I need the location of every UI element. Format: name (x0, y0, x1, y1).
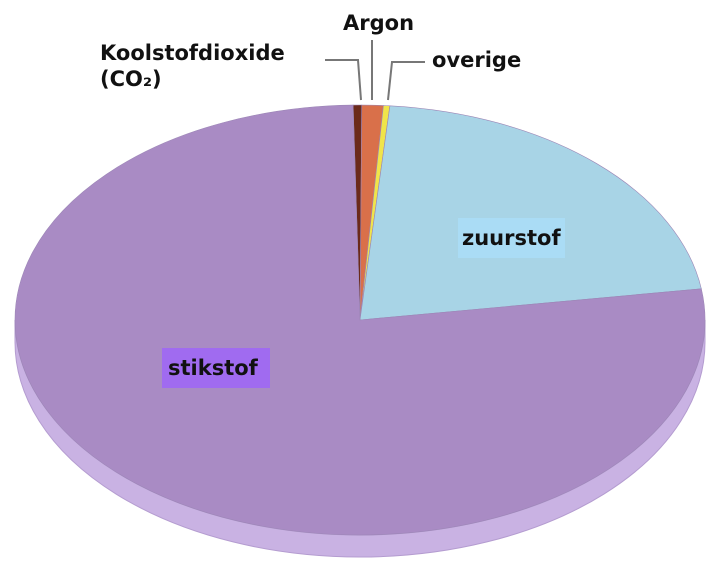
leader-lines (325, 40, 425, 101)
label-stikstof: stikstof (162, 348, 270, 388)
label-co2: Koolstofdioxide (CO₂) (100, 41, 285, 91)
label-argon: Argon (343, 11, 415, 35)
pie-slice (359, 105, 702, 321)
pie-slice (14, 104, 706, 536)
label-overige: overige (432, 48, 522, 72)
label-zuurstof: zuurstof (458, 218, 565, 258)
